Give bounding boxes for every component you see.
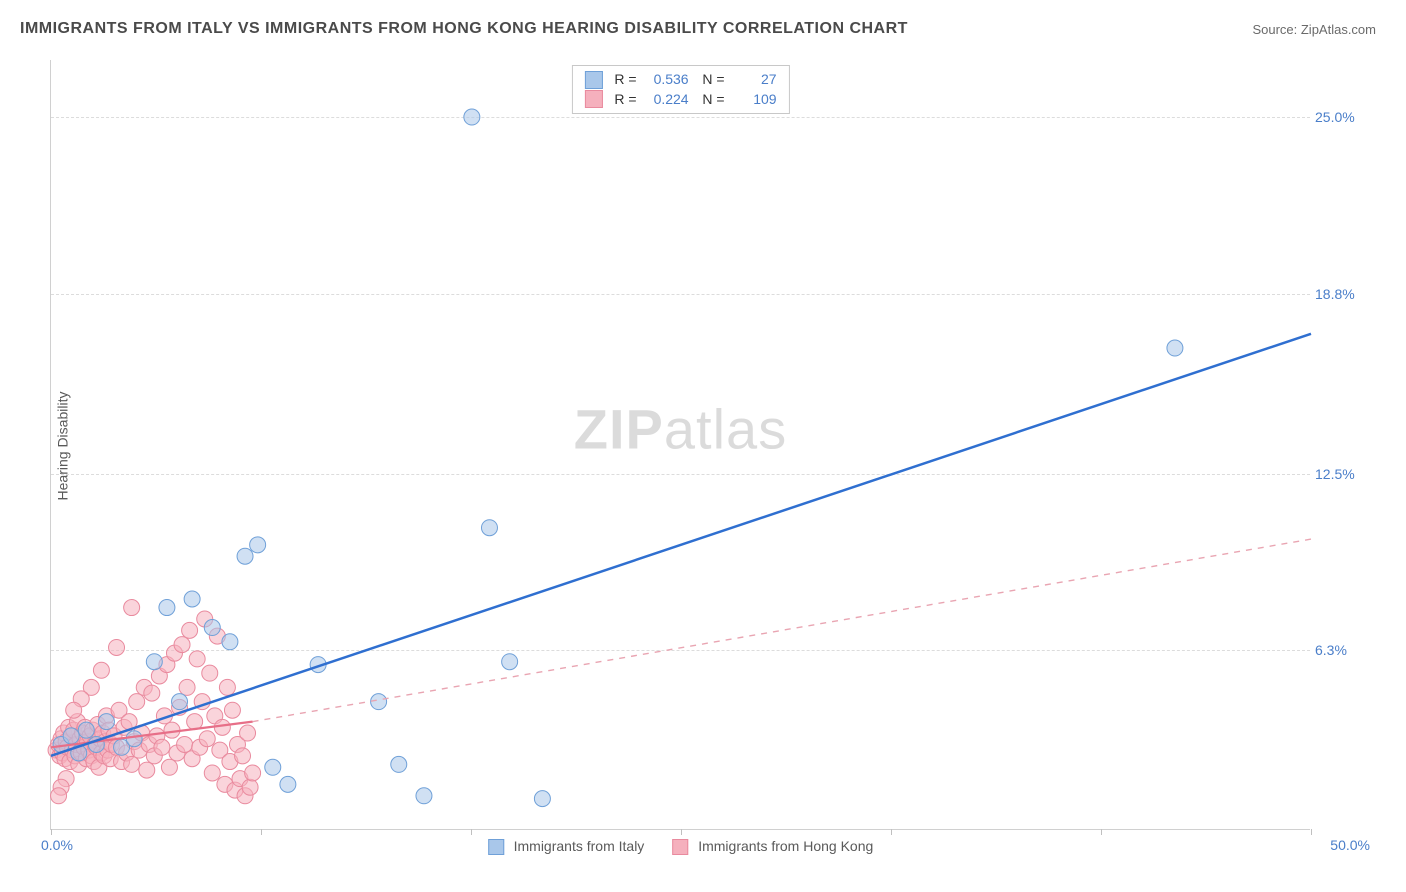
data-point [144,685,160,701]
legend-label-1: Immigrants from Hong Kong [698,838,873,854]
data-point [204,765,220,781]
legend-stats-row-1: R = 0.224 N = 109 [584,90,776,110]
plot-area: ZIPatlas 6.3%12.5%18.8%25.0% 0.0% 50.0% … [50,60,1310,830]
data-point [139,762,155,778]
chart-title: IMMIGRANTS FROM ITALY VS IMMIGRANTS FROM… [20,20,908,38]
data-point [214,719,230,735]
chart-svg [51,60,1310,829]
data-point [109,639,125,655]
data-point [182,622,198,638]
data-point [78,722,94,738]
r-label: R = [614,70,636,90]
data-point [199,731,215,747]
y-tick-label: 12.5% [1315,466,1370,482]
data-point [222,634,238,650]
data-point [245,765,261,781]
data-point [235,748,251,764]
data-point [159,600,175,616]
legend-series: Immigrants from Italy Immigrants from Ho… [488,838,874,855]
legend-item-0: Immigrants from Italy [488,838,645,855]
data-point [391,756,407,772]
data-point [146,654,162,670]
y-tick-label: 6.3% [1315,642,1370,658]
data-point [161,759,177,775]
data-point [534,791,550,807]
data-point [177,736,193,752]
data-point [129,694,145,710]
n-value-0: 27 [731,70,777,90]
legend-stats-row-0: R = 0.536 N = 27 [584,70,776,90]
data-point [124,600,140,616]
y-tick-label: 18.8% [1315,286,1370,302]
x-tick [1101,829,1102,835]
data-point [184,591,200,607]
n-label: N = [695,90,725,110]
trend-line [253,539,1311,722]
legend-swatch-1 [584,90,602,108]
data-point [265,759,281,775]
data-point [189,651,205,667]
r-value-1: 0.224 [643,90,689,110]
data-point [481,520,497,536]
data-point [237,548,253,564]
data-point [240,725,256,741]
data-point [1167,340,1183,356]
x-max-label: 50.0% [1330,837,1370,853]
data-point [98,714,114,730]
data-point [174,637,190,653]
data-point [179,679,195,695]
data-point [242,779,258,795]
data-point [371,694,387,710]
r-value-0: 0.536 [643,70,689,90]
legend-label-0: Immigrants from Italy [514,838,645,854]
n-label: N = [695,70,725,90]
data-point [502,654,518,670]
x-tick [261,829,262,835]
x-tick [1311,829,1312,835]
legend-swatch-hongkong [672,839,688,855]
data-point [124,756,140,772]
trend-line [51,334,1311,756]
data-point [224,702,240,718]
x-tick [471,829,472,835]
source-attribution: Source: ZipAtlas.com [1252,22,1376,37]
data-point [172,694,188,710]
source-label: Source: [1252,22,1300,37]
legend-item-1: Immigrants from Hong Kong [672,838,873,855]
data-point [126,731,142,747]
x-tick [681,829,682,835]
data-point [66,702,82,718]
data-point [219,679,235,695]
legend-swatch-italy [488,839,504,855]
x-tick [51,829,52,835]
data-point [204,620,220,636]
data-point [202,665,218,681]
data-point [416,788,432,804]
legend-swatch-0 [584,71,602,89]
data-point [154,739,170,755]
legend-stats: R = 0.536 N = 27 R = 0.224 N = 109 [571,65,789,114]
data-point [280,776,296,792]
x-origin-label: 0.0% [41,837,73,853]
data-point [63,728,79,744]
data-point [93,662,109,678]
data-point [464,109,480,125]
data-point [51,788,67,804]
data-point [250,537,266,553]
y-tick-label: 25.0% [1315,109,1370,125]
source-value: ZipAtlas.com [1301,22,1376,37]
x-tick [891,829,892,835]
r-label: R = [614,90,636,110]
n-value-1: 109 [731,90,777,110]
